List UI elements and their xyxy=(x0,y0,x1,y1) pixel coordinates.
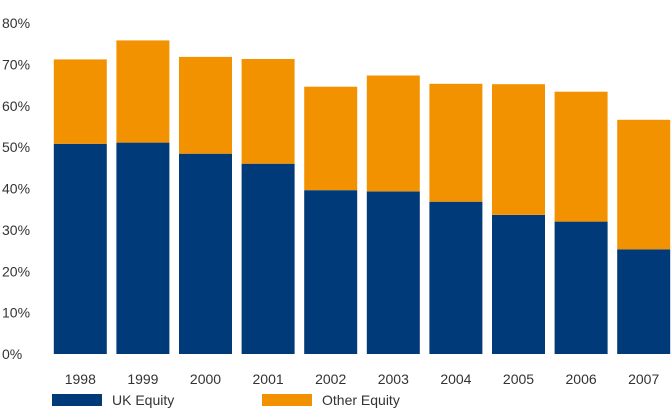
x-tick-label: 2006 xyxy=(566,371,597,387)
bar-other-equity-1998 xyxy=(53,59,107,144)
bar-other-equity-2003 xyxy=(366,75,420,192)
bar-uk-equity-2007 xyxy=(617,249,671,354)
bar-other-equity-2004 xyxy=(429,83,483,202)
bar-uk-equity-2000 xyxy=(179,153,232,354)
y-tick-label: 10% xyxy=(2,305,30,321)
y-tick-label: 60% xyxy=(2,98,30,114)
bar-uk-equity-2006 xyxy=(554,221,608,354)
x-tick-label: 2003 xyxy=(378,371,409,387)
legend: UK Equity Other Equity xyxy=(52,392,400,408)
x-tick-label: 2005 xyxy=(503,371,534,387)
legend-swatch-uk-equity xyxy=(52,394,102,406)
x-tick-label: 2002 xyxy=(315,371,346,387)
y-axis: 0% 10% 20% 30% 40% 50% 60% 70% 80% xyxy=(2,15,30,362)
y-tick-label: 20% xyxy=(2,263,30,279)
legend-label: UK Equity xyxy=(112,392,174,408)
y-tick-label: 50% xyxy=(2,139,30,155)
bar-other-equity-1999 xyxy=(116,40,170,143)
bar-other-equity-2001 xyxy=(241,59,295,164)
x-tick-label: 2004 xyxy=(440,371,471,387)
y-tick-label: 30% xyxy=(2,222,30,238)
bar-other-equity-2002 xyxy=(304,86,358,191)
bar-other-equity-2005 xyxy=(492,84,545,215)
y-tick-label: 0% xyxy=(2,346,22,362)
x-tick-label: 1998 xyxy=(65,371,96,387)
bar-uk-equity-1999 xyxy=(116,142,170,354)
y-tick-label: 40% xyxy=(2,181,30,197)
bar-uk-equity-1998 xyxy=(53,143,107,354)
bar-uk-equity-2002 xyxy=(304,190,358,354)
x-tick-label: 1999 xyxy=(127,371,158,387)
x-tick-label: 2007 xyxy=(628,371,659,387)
x-tick-label: 2001 xyxy=(253,371,284,387)
x-axis: 1998 1999 2000 2001 2002 2003 2004 2005 2006 2007 xyxy=(65,371,660,387)
x-tick-label: 2000 xyxy=(190,371,221,387)
bar-uk-equity-2001 xyxy=(241,163,295,354)
bar-uk-equity-2004 xyxy=(429,201,483,354)
bar-uk-equity-2003 xyxy=(366,191,420,354)
y-tick-label: 80% xyxy=(2,15,30,31)
y-tick-label: 70% xyxy=(2,56,30,72)
bars xyxy=(53,40,671,354)
bar-other-equity-2006 xyxy=(554,91,608,222)
bar-uk-equity-2005 xyxy=(492,215,545,354)
legend-swatch-other-equity xyxy=(262,394,312,406)
bar-other-equity-2007 xyxy=(617,119,671,250)
bar-other-equity-2000 xyxy=(179,56,232,154)
legend-label: Other Equity xyxy=(322,392,400,408)
